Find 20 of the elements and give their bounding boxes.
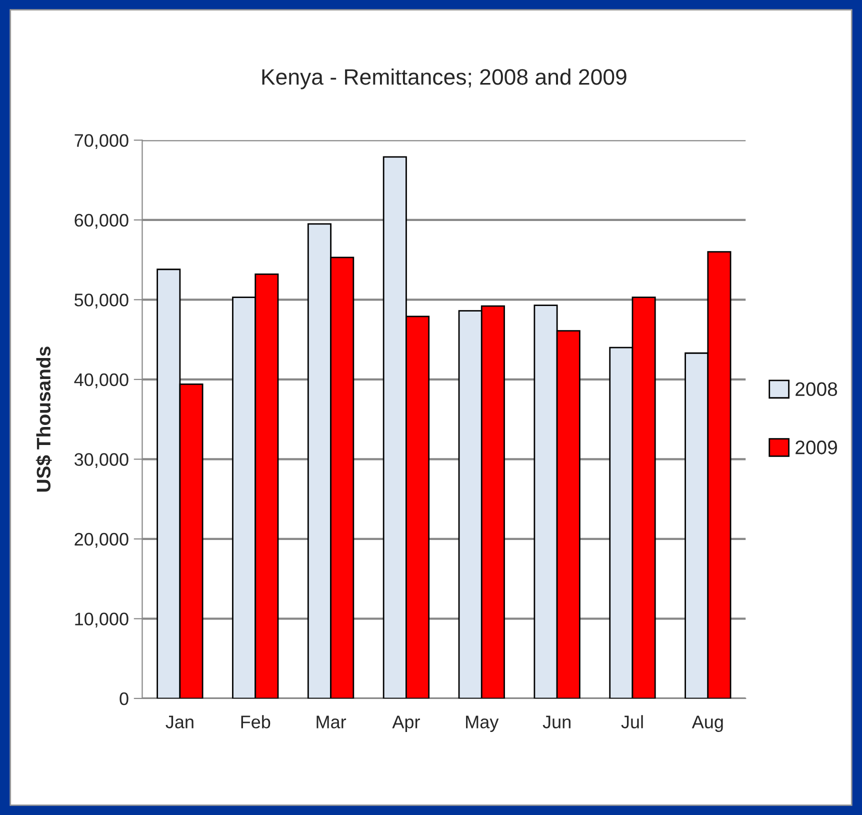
chart-title: Kenya - Remittances; 2008 and 2009	[262, 68, 626, 90]
y-tick-label: 60,000	[74, 214, 128, 229]
y-tick-label: 30,000	[74, 453, 128, 468]
x-tick-label: Jun	[542, 716, 570, 728]
y-tick-label: 10,000	[75, 612, 128, 628]
y-tick-label: 40,000	[74, 373, 128, 388]
x-tick-label: Aug	[692, 716, 723, 732]
x-tick-label: Jul	[621, 715, 643, 728]
y-axis-title: US$ Thousands	[36, 346, 52, 492]
legend-label: 2009	[796, 440, 837, 454]
y-tick-label: 70,000	[74, 134, 128, 150]
x-tick-label: Feb	[241, 715, 270, 728]
x-tick-label: Mar	[316, 716, 346, 728]
y-tick-label: 0	[120, 692, 128, 706]
x-tick-label: Apr	[392, 716, 420, 732]
legend-label: 2008	[796, 382, 838, 396]
x-tick-label: Jan	[166, 716, 194, 728]
x-tick-label: May	[466, 716, 499, 732]
y-tick-label: 50,000	[74, 294, 128, 309]
y-tick-label: 20,000	[74, 532, 128, 548]
